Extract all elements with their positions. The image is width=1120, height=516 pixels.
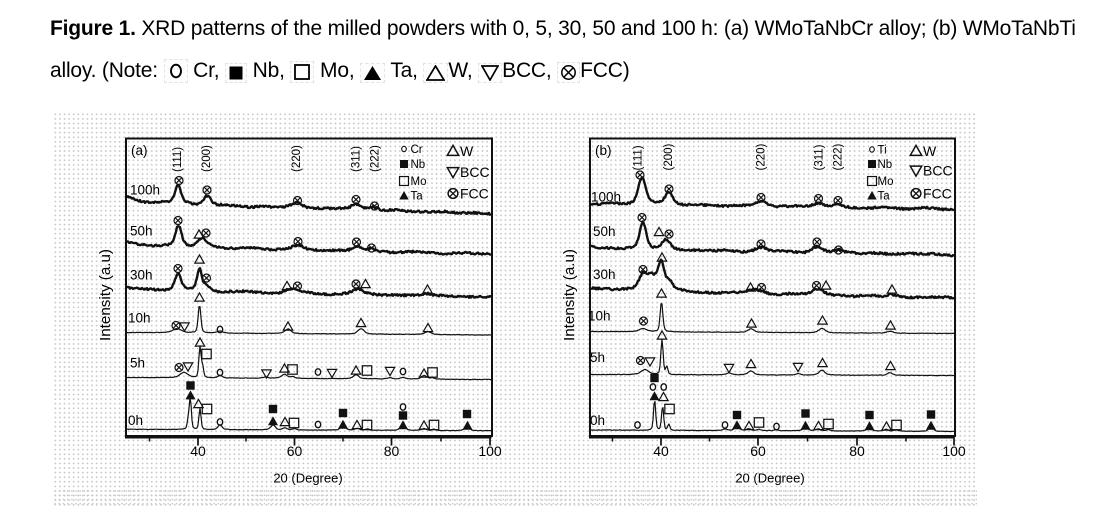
- svg-text:(222): (222): [833, 143, 845, 170]
- svg-text:Intensity (a.u): Intensity (a.u): [97, 249, 114, 341]
- svg-text:(111): (111): [633, 145, 645, 170]
- svg-text:(220): (220): [291, 145, 303, 172]
- svg-text:5h: 5h: [130, 356, 145, 371]
- svg-text:Ta: Ta: [878, 191, 891, 203]
- svg-text:W: W: [460, 143, 474, 159]
- svg-text:10h: 10h: [128, 311, 151, 326]
- svg-text:80: 80: [384, 443, 400, 459]
- svg-text:Mo: Mo: [878, 176, 894, 188]
- svg-text:(b): (b): [595, 143, 612, 158]
- svg-text:(311): (311): [814, 144, 826, 170]
- svg-text:5h: 5h: [590, 350, 605, 365]
- svg-text:W: W: [923, 143, 937, 159]
- svg-text:BCC: BCC: [923, 163, 953, 179]
- svg-text:(222): (222): [370, 145, 382, 172]
- svg-text:60: 60: [287, 443, 303, 459]
- svg-text:20 (Degree): 20 (Degree): [735, 471, 804, 486]
- svg-text:0h: 0h: [128, 413, 143, 428]
- svg-text:30h: 30h: [593, 267, 616, 282]
- svg-text:10h: 10h: [588, 309, 611, 324]
- svg-text:50h: 50h: [130, 224, 153, 239]
- svg-text:Ti: Ti: [878, 145, 887, 157]
- svg-text:(220): (220): [756, 143, 768, 170]
- svg-text:(311): (311): [351, 146, 363, 172]
- svg-text:60: 60: [750, 443, 766, 459]
- svg-text:FCC: FCC: [460, 186, 489, 202]
- svg-text:(200): (200): [663, 143, 675, 170]
- svg-text:(111): (111): [172, 147, 184, 172]
- svg-text:100: 100: [478, 443, 502, 459]
- svg-text:(200): (200): [201, 145, 213, 172]
- svg-text:BCC: BCC: [460, 164, 490, 180]
- svg-text:FCC: FCC: [923, 186, 952, 202]
- svg-text:Intensity (a.u): Intensity (a.u): [561, 249, 578, 341]
- svg-text:Mo: Mo: [411, 176, 427, 188]
- svg-text:(a): (a): [131, 143, 148, 158]
- svg-text:100h: 100h: [130, 183, 160, 198]
- svg-text:50h: 50h: [593, 224, 616, 239]
- svg-text:100h: 100h: [591, 190, 621, 205]
- svg-text:40: 40: [190, 443, 206, 459]
- svg-text:Nb: Nb: [878, 159, 893, 171]
- svg-text:Cr: Cr: [411, 144, 423, 156]
- svg-text:Nb: Nb: [411, 159, 426, 171]
- svg-text:40: 40: [653, 443, 669, 459]
- svg-text:20 (Degree): 20 (Degree): [273, 471, 342, 486]
- svg-text:80: 80: [849, 443, 865, 459]
- svg-text:Ta: Ta: [411, 191, 424, 203]
- svg-text:100: 100: [942, 443, 966, 459]
- svg-text:0h: 0h: [590, 413, 605, 428]
- svg-text:30h: 30h: [130, 268, 153, 283]
